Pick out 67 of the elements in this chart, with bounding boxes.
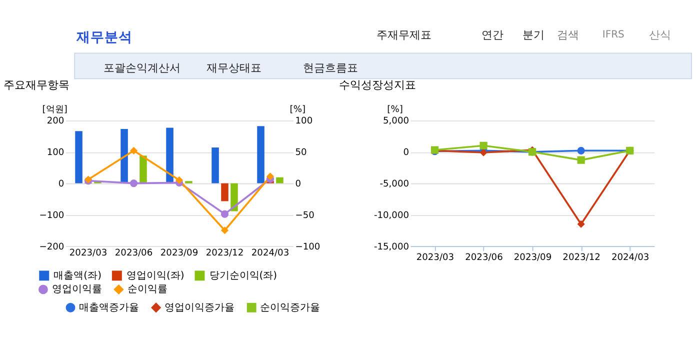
- text: 연간: [481, 28, 504, 42]
- point: [130, 146, 138, 154]
- bar: [75, 131, 82, 184]
- legend-label: 매출액(좌): [54, 270, 102, 282]
- chart-title: 수익성장성지표: [338, 78, 416, 92]
- point: [577, 220, 585, 228]
- y-axis-title: [%]: [387, 104, 403, 115]
- x-tick-label: 2023/03: [69, 248, 108, 259]
- y2-axis-title: [%]: [290, 104, 306, 115]
- point: [220, 210, 229, 218]
- text: 검색: [556, 28, 579, 42]
- x-tick-label: 2023/06: [465, 253, 504, 264]
- x-tick-label: 2023/06: [114, 248, 153, 259]
- text: 산식: [648, 28, 671, 42]
- y-tick-label: 0: [403, 148, 410, 158]
- y-tick-label: 5,000: [383, 116, 410, 127]
- point: [266, 172, 274, 180]
- legend-label: 순이익증가율: [260, 302, 320, 314]
- bar: [230, 183, 238, 212]
- legend-label: 매출액증가율: [79, 302, 140, 314]
- y-tick-label: -15,000: [374, 242, 410, 252]
- text: 재무분석: [75, 29, 132, 46]
- y-tick-label: -10,000: [374, 210, 410, 221]
- x-tick-label: 2024/03: [251, 248, 290, 259]
- point: [130, 179, 138, 188]
- chart-title: 주요재무항목: [4, 78, 70, 92]
- legend-label: 순이익률: [127, 284, 168, 296]
- y-tick-label: 0: [58, 179, 64, 190]
- y2-tick-label: −50: [295, 210, 315, 221]
- bar: [140, 156, 147, 184]
- legend-label: 영업이익(좌): [126, 270, 184, 282]
- x-tick-label: 2023/09: [160, 248, 198, 259]
- bar: [276, 177, 284, 184]
- bar: [166, 128, 174, 184]
- y2-tick-label: 50: [295, 148, 308, 158]
- text: IFRS: [602, 30, 624, 41]
- y-axis-title: [억원]: [42, 104, 68, 115]
- text: 주재무제표: [376, 28, 432, 42]
- point: [175, 176, 184, 184]
- point: [577, 156, 585, 164]
- y-tick-label: 100: [46, 148, 64, 158]
- x-tick-label: 2023/03: [416, 253, 454, 264]
- legend-label: 당기순이익(좌): [209, 270, 278, 282]
- y2-tick-label: −100: [295, 242, 320, 252]
- x-tick-label: 2023/12: [206, 248, 244, 259]
- point: [480, 142, 488, 150]
- bar: [221, 183, 228, 202]
- y-tick-label: -5,000: [380, 179, 410, 190]
- legend-label: 영업이익률: [52, 284, 102, 296]
- y-tick-label: 200: [46, 116, 64, 127]
- bar: [212, 148, 219, 184]
- y2-tick-label: 0: [295, 179, 302, 190]
- point: [220, 226, 229, 234]
- text: 분기: [522, 28, 544, 42]
- y2-tick-label: 100: [295, 116, 313, 127]
- x-tick-label: 2024/03: [611, 253, 650, 264]
- point: [577, 146, 585, 154]
- bar: [257, 126, 264, 184]
- text: 현금흐름표: [303, 61, 358, 74]
- text: 재무상태표: [206, 61, 262, 74]
- y-tick-label: −200: [39, 242, 64, 252]
- bar: [120, 128, 128, 184]
- legend-label: 영업이익증가율: [164, 302, 235, 314]
- y-tick-label: −100: [39, 210, 64, 221]
- text: 포괄손익계산서: [104, 61, 181, 74]
- x-tick-label: 2023/09: [514, 253, 552, 264]
- x-tick-label: 2023/12: [562, 253, 600, 264]
